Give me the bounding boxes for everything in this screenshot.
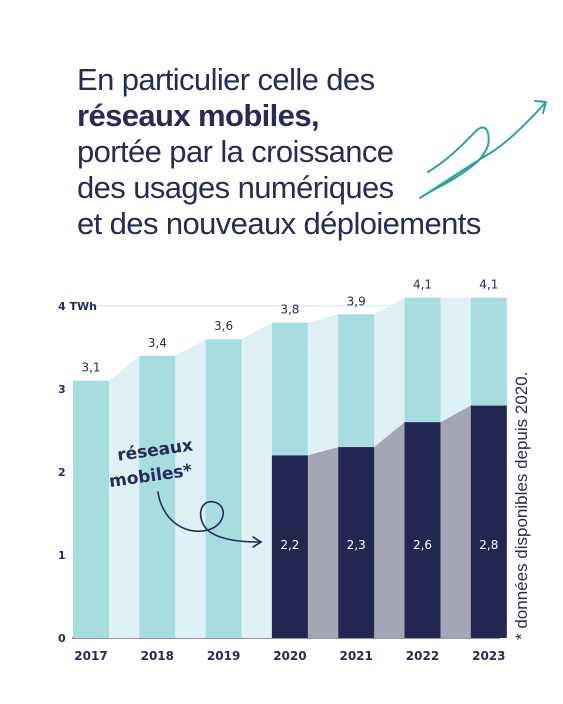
total-connector-area [109, 355, 140, 638]
x-tick-label: 2019 [207, 649, 240, 663]
mobile-connector-area [440, 405, 471, 638]
mobile-connector-area [374, 422, 405, 638]
heading-line-4: des usages numériques [77, 170, 394, 205]
trend-arrow-icon [419, 100, 547, 199]
total-connector-area [241, 322, 272, 638]
mobile-value-label: 2,8 [479, 538, 498, 552]
x-tick-label: 2021 [339, 649, 372, 663]
mobile-bar [470, 405, 507, 638]
mobile-value-label: 2,2 [280, 538, 299, 552]
mobile-value-label: 2,3 [347, 538, 366, 552]
total-value-label: 4,1 [413, 278, 432, 292]
total-value-label: 3,4 [148, 336, 167, 350]
total-bar [73, 380, 109, 638]
chart-heading: En particulier celle des réseaux mobiles… [77, 62, 481, 242]
y-tick-label: 1 [58, 549, 66, 562]
mobile-value-label: 2,6 [413, 538, 432, 552]
x-tick-label: 2017 [74, 649, 107, 663]
total-value-label: 3,9 [347, 294, 366, 308]
y-tick-label: 4 TWh [58, 300, 97, 313]
data-labels: 3,1 3,4 3,6 3,8 2,2 3,9 2,3 4,1 2,6 4,1 2,8 [81, 278, 498, 552]
annotation-arrowhead-icon [252, 536, 263, 548]
total-value-label: 4,1 [479, 278, 498, 292]
annotation-arrow-icon [157, 491, 261, 543]
connector-areas [109, 297, 471, 638]
total-value-label: 3,1 [81, 361, 100, 375]
x-tick-label: 2020 [273, 649, 306, 663]
total-value-label: 3,6 [214, 319, 233, 333]
x-tick-label: 2022 [406, 649, 439, 663]
y-tick-label: 0 [58, 632, 66, 645]
footnote: * données disponibles depuis 2020. [512, 371, 531, 640]
heading-line-5: et des nouveaux déploiements [77, 206, 481, 241]
mobile-bar [271, 455, 308, 638]
total-connector-area [175, 339, 206, 638]
x-tick-label: 2018 [141, 649, 174, 663]
total-bar [139, 355, 176, 638]
heading-line-3: portée par la croissance [77, 134, 394, 169]
total-value-label: 3,8 [280, 303, 299, 317]
y-tick-label: 2 [58, 466, 66, 479]
mobile-bar [338, 447, 375, 638]
bars [73, 297, 507, 638]
mobile-bar [404, 422, 441, 638]
x-axis: 2017 2018 2019 2020 2021 2022 2023 [74, 649, 505, 663]
mobile-connector-area [307, 447, 339, 638]
heading-line-2: réseaux mobiles, [77, 98, 320, 133]
y-tick-label: 3 [58, 383, 66, 396]
y-axis: 0 1 2 3 4 TWh [58, 300, 97, 645]
heading-line-1: En particulier celle des [77, 62, 375, 97]
total-bar [205, 339, 242, 638]
x-tick-label: 2023 [472, 649, 505, 663]
